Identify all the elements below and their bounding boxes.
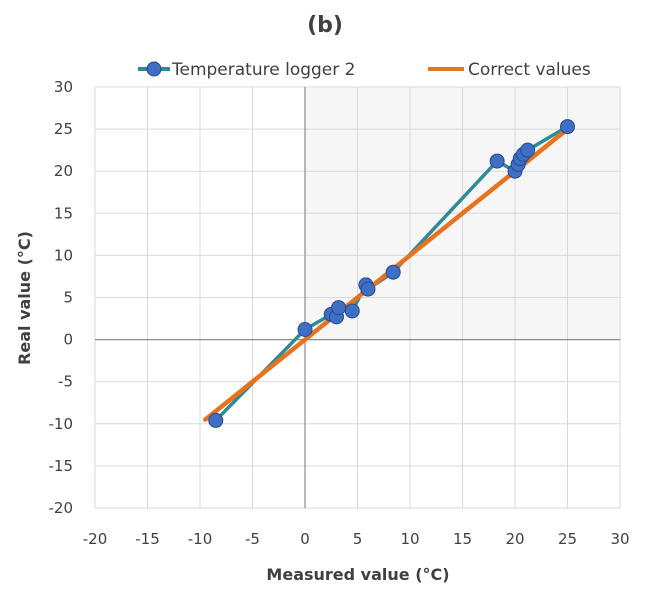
x-tick-label: -20: [83, 530, 108, 548]
y-tick-label: -10: [49, 415, 74, 433]
zero-axes: [95, 87, 620, 508]
data-point: [560, 119, 575, 135]
x-tick-label: -15: [135, 530, 160, 548]
y-tick-label: 0: [63, 331, 73, 349]
data-point: [344, 303, 360, 319]
y-tick-labels: -20 -15 -10 -5 0 5 10 15 20 25 30: [49, 78, 74, 517]
y-tick-label: 20: [54, 162, 73, 180]
y-tick-label: 10: [54, 246, 73, 264]
series-layer: [203, 119, 575, 428]
x-axis-title: Measured value (°C): [266, 565, 449, 584]
legend-label-logger: Temperature logger 2: [171, 60, 355, 80]
y-tick-label: -15: [49, 457, 74, 475]
data-point: [520, 142, 536, 158]
y-tick-label: -20: [49, 499, 74, 517]
y-tick-label: 30: [54, 78, 73, 96]
legend: Temperature logger 2 Correct values: [138, 60, 591, 80]
data-point: [297, 321, 313, 337]
x-tick-label: 20: [505, 530, 524, 548]
data-point: [208, 412, 224, 428]
x-tick-label: 0: [300, 530, 310, 548]
x-tick-label: 15: [453, 530, 472, 548]
y-tick-label: 25: [54, 120, 73, 138]
legend-marker-logger: [146, 61, 162, 77]
data-point: [385, 264, 401, 280]
legend-label-correct: Correct values: [468, 60, 591, 80]
x-tick-label: 10: [400, 530, 419, 548]
y-tick-label: 5: [63, 289, 73, 307]
y-tick-label: 15: [54, 204, 73, 222]
x-tick-label: 5: [353, 530, 363, 548]
data-point: [331, 300, 347, 316]
x-tick-label: 25: [558, 530, 577, 548]
chart-title: (b): [307, 13, 343, 38]
data-point: [489, 153, 505, 169]
x-tick-label: 30: [610, 530, 629, 548]
x-tick-labels: -20 -15 -10 -5 0 5 10 15 20 25 30: [83, 530, 630, 548]
y-axis-title: Real value (°C): [15, 231, 34, 365]
y-tick-label: -5: [58, 373, 73, 391]
x-tick-label: -10: [188, 530, 213, 548]
data-point: [360, 281, 376, 297]
x-tick-label: -5: [245, 530, 260, 548]
